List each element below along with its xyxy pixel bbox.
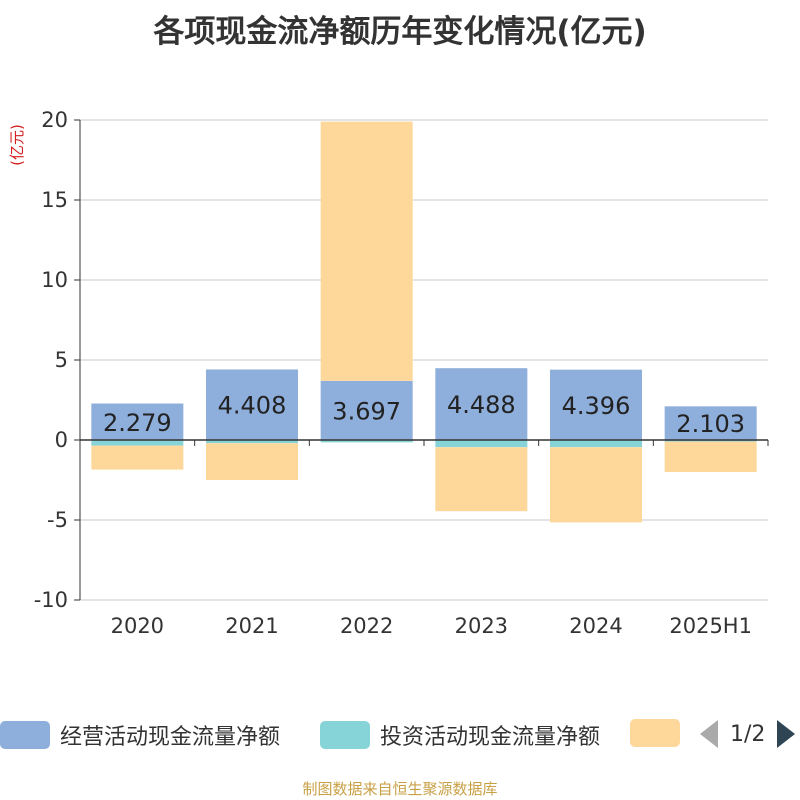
bar-series3-2024[interactable] [550, 447, 642, 523]
bar-series3-2020[interactable] [91, 445, 184, 470]
y-tick-label: 0 [55, 428, 68, 452]
data-label-2024: 4.396 [562, 392, 631, 420]
legend-swatch-financing [630, 719, 680, 747]
bar-series1-2022[interactable] [320, 380, 413, 440]
bar-series2-2023[interactable] [435, 440, 528, 448]
x-tick-label: 2024 [569, 614, 622, 638]
bar-series2-2020[interactable] [91, 440, 184, 446]
y-tick-label: -5 [47, 508, 68, 532]
legend: 经营活动现金流量净额 投资活动现金流量净额 1/2 [0, 712, 800, 758]
data-label-2022: 3.697 [332, 397, 401, 425]
x-tick-label: 2020 [111, 614, 164, 638]
bar-series1-2023[interactable] [435, 368, 528, 440]
bar-series1-2020[interactable] [91, 403, 184, 440]
bar-series3-2022[interactable] [320, 121, 413, 381]
source-note: 制图数据来自恒生聚源数据库 [302, 780, 498, 798]
legend-item-operating[interactable]: 经营活动现金流量净额 [0, 719, 280, 751]
legend-pager: 1/2 [700, 720, 796, 748]
legend-swatch-operating [0, 721, 50, 749]
bar-series1-2024[interactable] [550, 369, 642, 440]
y-tick-label: 10 [41, 268, 68, 292]
legend-label-operating: 经营活动现金流量净额 [60, 725, 281, 750]
y-tick-label: 15 [41, 188, 68, 212]
bar-series2-2021[interactable] [206, 440, 298, 444]
legend-item-investing[interactable]: 投资活动现金流量净额 [320, 719, 600, 751]
bar-series3-2023[interactable] [435, 447, 528, 512]
legend-prev-arrow-icon[interactable] [700, 720, 718, 748]
legend-page-indicator: 1/2 [730, 721, 766, 747]
y-axis-label: (亿元) [8, 124, 26, 166]
chart-title: 各项现金流净额历年变化情况(亿元) [153, 14, 647, 50]
bar-series2-2025H1[interactable] [664, 440, 757, 442]
bar-series2-2024[interactable] [550, 440, 642, 448]
y-tick-label: 5 [55, 348, 68, 372]
bar-series2-2022[interactable] [320, 440, 413, 443]
data-label-2023: 4.488 [447, 391, 516, 419]
y-tick-label: -10 [34, 588, 68, 612]
legend-next-arrow-icon[interactable] [777, 720, 796, 748]
bar-series1-2021[interactable] [206, 369, 298, 440]
bar-series3-2025H1[interactable] [664, 441, 757, 472]
x-tick-label: 2021 [225, 614, 278, 638]
x-tick-label: 2022 [340, 614, 393, 638]
legend-item-financing[interactable] [630, 719, 680, 747]
legend-label-investing: 投资活动现金流量净额 [380, 725, 601, 750]
x-tick-label: 2025H1 [669, 614, 752, 638]
y-tick-label: 20 [41, 108, 68, 132]
chart-area: 20 15 10 5 0 -5 -10 (亿元) 2.279 4.408 3.697 4.488 4.3… [8, 108, 769, 638]
data-label-2020: 2.279 [103, 409, 172, 437]
data-label-2021: 4.408 [218, 392, 287, 420]
data-label-2025H1: 2.103 [676, 410, 745, 438]
legend-swatch-investing [320, 721, 370, 749]
bar-series3-2021[interactable] [206, 443, 298, 480]
x-tick-label: 2023 [455, 614, 508, 638]
bar-series1-2025H1[interactable] [664, 406, 757, 440]
